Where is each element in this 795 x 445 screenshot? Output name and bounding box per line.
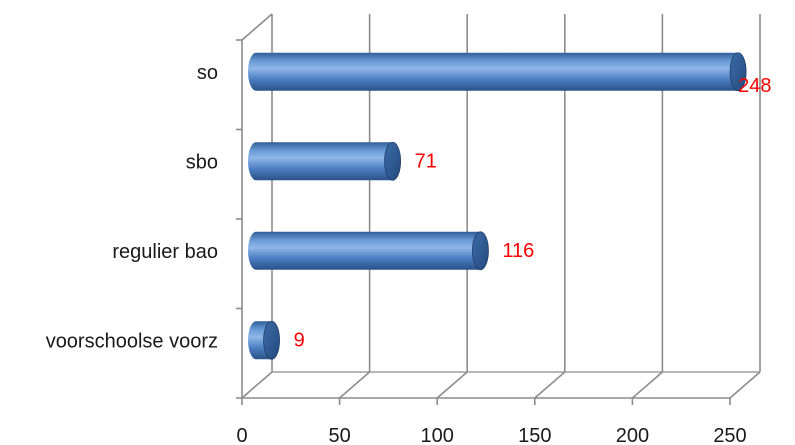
category-label: voorschoolse voorz [46, 330, 218, 352]
floor-gridline [631, 371, 663, 399]
bar [248, 231, 489, 271]
data-label: 248 [738, 75, 771, 97]
x-tick-label: 200 [616, 425, 649, 445]
data-label: 116 [502, 240, 534, 262]
bar-start-cap [248, 142, 264, 181]
floor-gridline [534, 371, 566, 399]
bar [248, 320, 280, 360]
x-tick-label: 100 [421, 425, 454, 445]
bar-start-cap [248, 52, 264, 91]
bar [248, 52, 747, 92]
category-label: so [197, 62, 218, 84]
labels: 0 50 100 150 200 250 so 248 sbo 71 regulier bao 116… [46, 62, 772, 445]
data-label: 9 [294, 329, 305, 351]
bar-body [256, 52, 739, 91]
category-label: sbo [186, 151, 218, 173]
top-depth-edge [241, 13, 273, 41]
x-tick-label: 0 [236, 425, 247, 445]
floor-gridline [241, 371, 273, 399]
bar-body [256, 231, 481, 270]
data-label: 71 [415, 150, 437, 172]
floor-gridline [729, 371, 761, 399]
bar-end-cap [472, 231, 489, 271]
category-label: regulier bao [112, 241, 218, 263]
bar-body [256, 142, 393, 181]
floor-gridline [339, 371, 371, 399]
bar-end-cap [384, 141, 401, 181]
bar-start-cap [248, 321, 264, 360]
floor-gridline [436, 371, 468, 399]
x-tick-label: 150 [518, 425, 551, 445]
bars [248, 52, 747, 360]
x-tick-label: 50 [328, 425, 350, 445]
bar-start-cap [248, 231, 264, 270]
bar-end-cap [263, 320, 280, 360]
x-tick-label: 250 [713, 425, 746, 445]
bar [248, 141, 401, 181]
bar-end-cap [729, 52, 747, 92]
